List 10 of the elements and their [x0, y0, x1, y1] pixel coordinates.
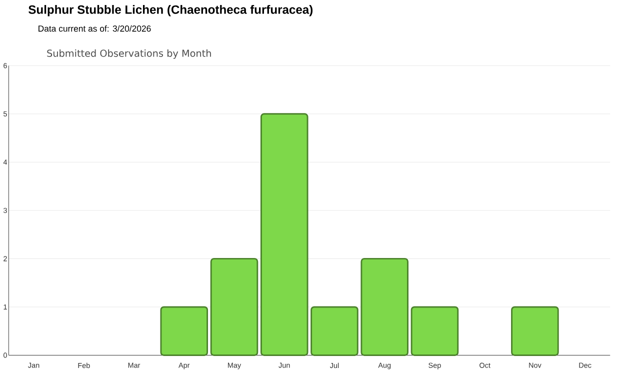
bar [260, 112, 308, 356]
bar [210, 258, 258, 356]
chart-subtitle: Data current as of: 3/20/2026 [38, 25, 151, 32]
bar [160, 306, 208, 356]
bar [410, 306, 459, 356]
text: Submitted Observations by Month [47, 49, 211, 59]
chart-title: Sulphur Stubble Lichen (Chaenotheca furfuracea) [28, 4, 313, 16]
bar [310, 306, 358, 356]
bar [511, 306, 559, 356]
bar [360, 258, 408, 356]
